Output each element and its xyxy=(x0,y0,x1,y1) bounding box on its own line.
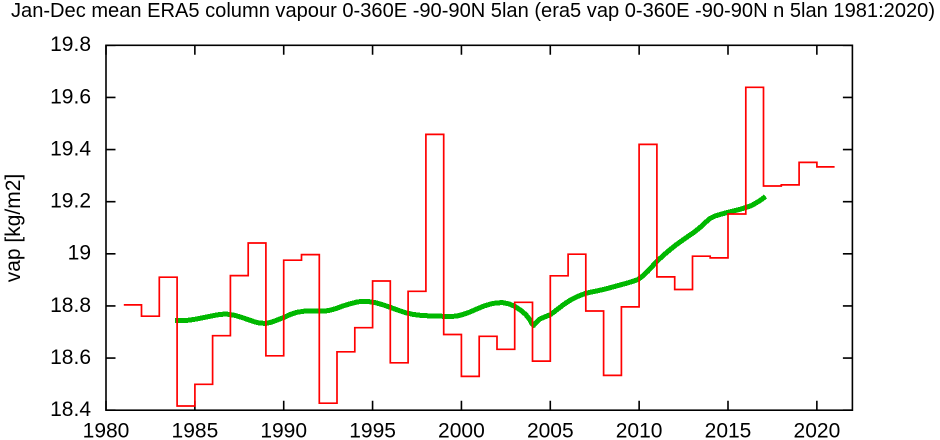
svg-text:19.2: 19.2 xyxy=(50,190,91,213)
svg-text:19.4: 19.4 xyxy=(50,138,91,161)
svg-text:vap [kg/m2]: vap [kg/m2] xyxy=(2,174,25,283)
svg-text:1985: 1985 xyxy=(172,420,219,440)
svg-text:2015: 2015 xyxy=(705,420,752,440)
svg-text:Jan-Dec mean ERA5 column vapou: Jan-Dec mean ERA5 column vapour 0-360E -… xyxy=(11,0,935,22)
svg-text:18.4: 18.4 xyxy=(50,398,91,421)
svg-text:1990: 1990 xyxy=(260,420,307,440)
svg-text:1995: 1995 xyxy=(349,420,396,440)
svg-text:2020: 2020 xyxy=(794,420,841,440)
svg-text:19: 19 xyxy=(68,242,91,265)
svg-text:19.8: 19.8 xyxy=(50,33,91,56)
svg-text:2005: 2005 xyxy=(527,420,574,440)
svg-text:18.6: 18.6 xyxy=(50,346,91,369)
svg-text:1980: 1980 xyxy=(83,420,130,440)
svg-text:2010: 2010 xyxy=(616,420,663,440)
svg-text:2000: 2000 xyxy=(438,420,485,440)
svg-text:19.6: 19.6 xyxy=(50,85,91,108)
svg-text:18.8: 18.8 xyxy=(50,294,91,317)
